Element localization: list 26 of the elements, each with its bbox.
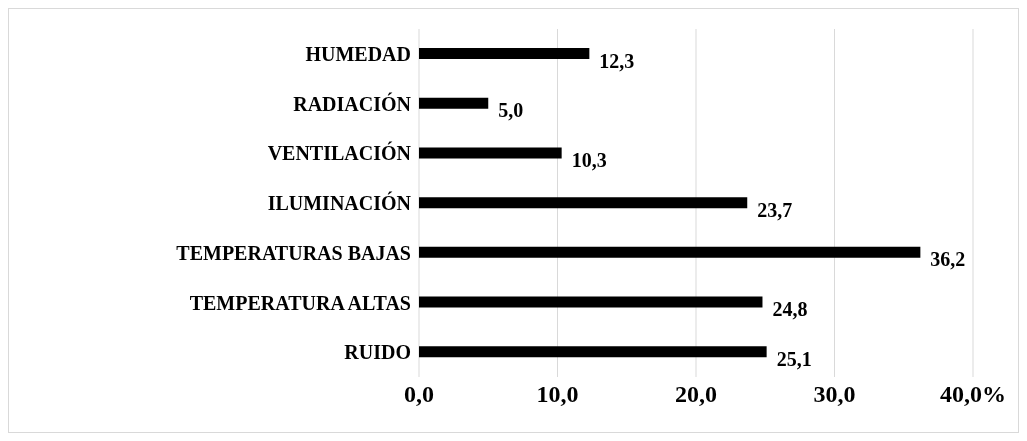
bar: [419, 346, 767, 358]
y-tick-label: RUIDO: [344, 341, 411, 364]
y-tick-label: VENTILACIÓN: [267, 141, 412, 165]
y-tick-label: RADIACIÓN: [293, 91, 412, 115]
x-tick-label: 0,0: [404, 381, 434, 408]
x-tick-label: 30,0: [813, 381, 856, 408]
y-tick-label: HUMEDAD: [305, 42, 411, 65]
bar: [419, 97, 489, 109]
data-label: 12,3: [599, 49, 635, 72]
x-tick-label: 40,0%: [940, 381, 1006, 408]
data-label: 23,7: [757, 198, 793, 221]
y-tick-label: TEMPERATURA ALTAS: [189, 291, 411, 314]
x-tick-label: 10,0: [536, 381, 579, 408]
data-label: 5,0: [498, 99, 524, 122]
bar: [419, 197, 748, 209]
data-label: 25,1: [776, 347, 812, 370]
bar: [419, 246, 921, 258]
bar: [419, 48, 590, 59]
x-tick-label: 20,0: [675, 381, 717, 408]
data-label: 10,3: [571, 148, 607, 171]
bar: [419, 296, 763, 308]
y-tick-label: TEMPERATURAS BAJAS: [176, 241, 411, 264]
data-label: 24,8: [772, 298, 808, 321]
y-tick-label: ILUMINACIÓN: [267, 191, 412, 215]
data-label: 36,2: [930, 248, 966, 271]
bar: [419, 147, 562, 159]
